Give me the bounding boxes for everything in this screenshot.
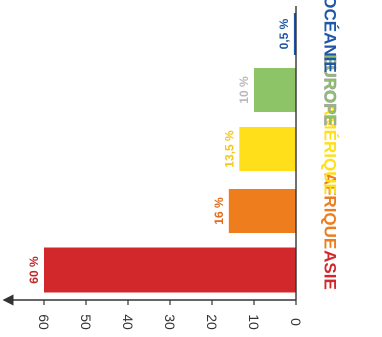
tick-label: 50 bbox=[78, 314, 94, 330]
category-label: AFRIQUE bbox=[321, 173, 340, 250]
value-label: 60 % bbox=[27, 256, 41, 284]
tick-label: 30 bbox=[162, 314, 178, 330]
category-label: EUROPE bbox=[321, 54, 340, 126]
bar-océanie bbox=[293, 13, 296, 55]
bar-europe bbox=[254, 68, 296, 112]
value-label: 10 % bbox=[237, 76, 251, 104]
value-label: 0,5 % bbox=[277, 18, 291, 49]
tick-label: 0 bbox=[288, 318, 304, 326]
value-label: 16 % bbox=[212, 197, 226, 225]
category-label: OCÉANIE bbox=[321, 0, 340, 73]
tick-label: 40 bbox=[120, 314, 136, 330]
tick-label: 20 bbox=[204, 314, 220, 330]
bar-amérique bbox=[239, 127, 296, 171]
bar-asie bbox=[44, 247, 296, 293]
category-label: ASIE bbox=[321, 250, 340, 290]
value-label: 13,5 % bbox=[222, 130, 236, 168]
tick-label: 60 bbox=[36, 314, 52, 330]
tick-label: 10 bbox=[246, 314, 262, 330]
category-label: AMÉRIQUE bbox=[321, 103, 340, 195]
bar-afrique bbox=[228, 189, 296, 233]
